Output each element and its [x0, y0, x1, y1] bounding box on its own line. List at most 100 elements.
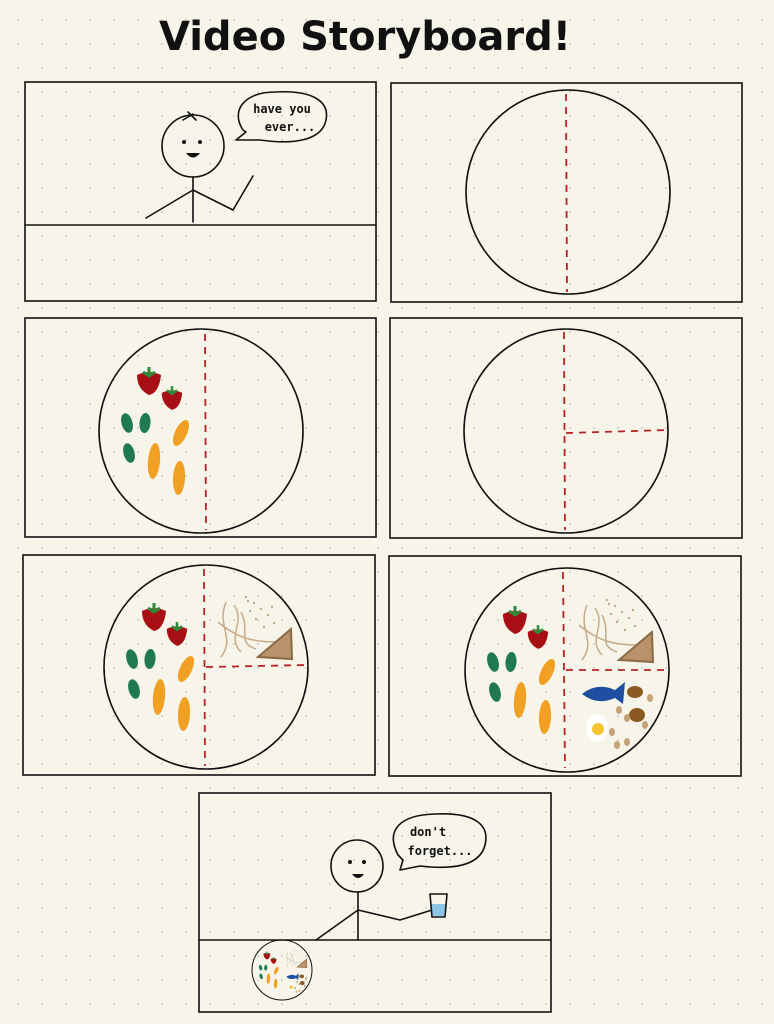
meat	[627, 686, 643, 698]
carrot	[273, 978, 278, 989]
rice-grain	[244, 595, 248, 599]
plate-divider	[204, 333, 207, 531]
figure-body	[145, 175, 254, 223]
egg-yolk	[289, 985, 293, 989]
rice-grain	[300, 952, 302, 953]
bean	[298, 982, 301, 986]
rice-grain	[297, 952, 299, 954]
strawberry	[263, 952, 271, 960]
bean	[647, 694, 653, 702]
panel-frame	[388, 555, 742, 777]
strawberry	[527, 629, 549, 649]
meat	[299, 974, 305, 979]
panel-frame	[24, 81, 377, 302]
strawberry	[270, 958, 277, 964]
strawberry	[503, 611, 527, 634]
stick-figure	[145, 111, 254, 223]
green-vegetable	[144, 649, 156, 669]
plate-divider	[562, 571, 566, 769]
strawberry-leaf	[171, 622, 183, 632]
green-vegetable	[121, 413, 133, 433]
bubble-outline	[392, 813, 487, 871]
bean	[609, 728, 615, 736]
panel-5	[22, 554, 376, 776]
speech-line: forget...	[407, 844, 472, 858]
carrot	[273, 966, 279, 975]
figure-head	[161, 114, 225, 178]
plate-divider	[563, 331, 566, 531]
stick-figure	[315, 839, 433, 941]
fish	[286, 973, 299, 980]
carrot	[177, 656, 195, 682]
strawberry-leaf	[264, 951, 269, 955]
strawberry	[142, 608, 166, 631]
panel-frame	[390, 82, 743, 303]
carrot	[513, 682, 527, 718]
rice-grain	[254, 617, 258, 621]
bean	[624, 738, 630, 746]
green-vegetable	[123, 443, 135, 463]
green-vegetable	[489, 682, 501, 702]
carrot	[266, 973, 271, 984]
plate-divider	[205, 664, 308, 668]
bean	[296, 980, 298, 983]
food-group	[487, 598, 655, 749]
plate	[464, 567, 670, 773]
strawberry-leaf	[166, 386, 178, 396]
rice-grain	[623, 628, 627, 632]
rice-grain	[299, 954, 301, 956]
carrot	[538, 659, 556, 685]
panel-1: have you ever...	[24, 81, 377, 302]
rice-grain	[631, 608, 635, 612]
carrot	[172, 461, 186, 495]
carrot	[177, 697, 191, 731]
eye	[362, 860, 366, 864]
green-vegetable	[487, 652, 499, 672]
rice-grain	[293, 949, 294, 951]
speech-line: ever...	[265, 120, 316, 134]
food	[487, 598, 655, 749]
food-group	[121, 367, 190, 495]
egg-yolk	[592, 723, 604, 735]
panel-7: don't forget...	[198, 792, 552, 1013]
figure-body	[315, 891, 433, 941]
rice-grain	[259, 607, 263, 611]
bean	[642, 721, 648, 729]
bean	[295, 990, 298, 993]
rice-grain	[272, 621, 276, 625]
green-vegetable	[259, 973, 263, 980]
plate	[463, 328, 669, 534]
rice-grain	[620, 610, 624, 614]
bean	[614, 741, 620, 749]
food-group	[126, 595, 294, 731]
panel-frame	[22, 554, 376, 776]
bean	[305, 976, 307, 980]
rice-grain	[301, 956, 303, 958]
green-vegetable	[264, 964, 268, 971]
rice-grain	[262, 625, 266, 629]
green-vegetable	[139, 413, 151, 433]
rice-grain	[248, 609, 252, 613]
fish	[582, 682, 625, 704]
rice-grain	[609, 612, 613, 616]
strawberry-leaf	[532, 625, 544, 635]
storyboard-title: Video Storyboard!	[159, 14, 571, 60]
rice-grain	[627, 616, 631, 620]
panel-6	[388, 555, 742, 777]
bread-slice	[296, 958, 308, 968]
plate-divider	[565, 93, 568, 293]
hair	[182, 111, 197, 121]
noodles	[217, 601, 277, 658]
strawberry	[161, 390, 183, 410]
food	[121, 367, 190, 495]
panel-2	[390, 82, 743, 303]
noodles	[285, 951, 303, 968]
bean	[298, 989, 301, 993]
speech-bubble: don't forget...	[392, 813, 487, 871]
rice-grain	[266, 613, 270, 617]
green-vegetable	[128, 679, 140, 699]
rice-grain	[615, 620, 619, 624]
rice-grain	[270, 605, 274, 609]
speech-line: have you	[253, 102, 311, 116]
